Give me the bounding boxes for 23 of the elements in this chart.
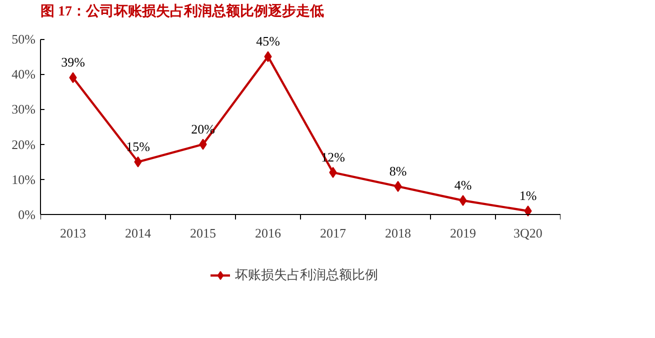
x-tick-label: 2018 [385,226,411,241]
x-tick-label: 2014 [125,226,152,241]
y-tick-label: 40% [12,66,36,82]
y-tick-label: 50% [12,32,36,47]
data-label: 45% [256,34,280,49]
data-label: 39% [61,54,86,70]
y-tick-label: 0% [18,207,36,222]
y-tick-label: 30% [12,102,36,117]
x-tick-label: 3Q20 [514,226,542,241]
x-tick-label: 2017 [320,226,346,241]
legend-label: 坏账损失占利润总额比例 [235,266,378,284]
y-tick-label: 20% [12,136,36,152]
x-tick-label: 2016 [255,226,282,241]
chart-title: 图 17：公司坏账损失占利润总额比例逐步走低 [40,2,324,20]
data-label: 4% [454,177,472,192]
y-tick-label: 10% [12,172,36,187]
data-label: 1% [519,188,537,204]
x-tick-label: 2013 [60,226,86,241]
data-label: 8% [389,163,407,178]
data-label: 15% [126,138,150,154]
data-label: 20% [191,121,216,136]
x-tick-label: 2019 [450,226,476,241]
x-tick-label: 2015 [190,226,216,241]
